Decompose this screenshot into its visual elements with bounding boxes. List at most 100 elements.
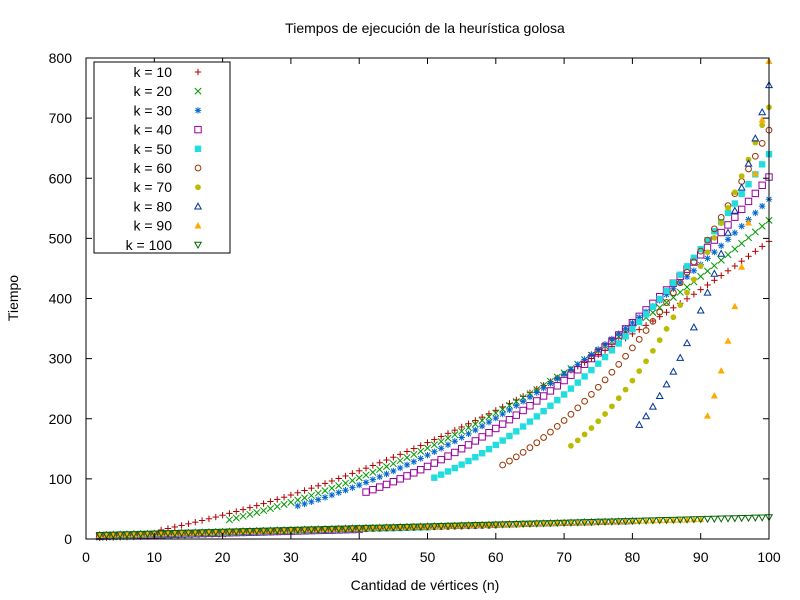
data-point: [102, 531, 111, 540]
data-point: [198, 517, 206, 524]
data-point: [608, 368, 616, 376]
data-point: [211, 528, 220, 537]
data-point: [560, 391, 568, 398]
data-point: [758, 222, 766, 230]
data-point: [506, 432, 513, 440]
data-point: [178, 522, 185, 529]
data-point: [519, 520, 528, 529]
data-point: [677, 279, 684, 287]
data-point: [758, 116, 766, 123]
data-point: [424, 451, 431, 459]
data-point: [512, 453, 520, 461]
data-point: [731, 245, 739, 253]
data-point: [690, 291, 698, 298]
data-point: [635, 420, 644, 428]
data-point: [198, 528, 206, 536]
series-100: [95, 514, 774, 540]
data-point: [464, 521, 472, 529]
data-point: [267, 498, 274, 505]
data-point: [710, 515, 719, 524]
data-point: [642, 517, 650, 524]
data-point: [546, 520, 555, 528]
data-point: [383, 523, 391, 531]
data-point: [696, 306, 705, 314]
data-point: [682, 516, 692, 524]
data-point: [567, 385, 575, 392]
data-point: [499, 437, 506, 444]
data-point: [628, 517, 636, 524]
data-point: [163, 530, 173, 538]
data-point: [451, 426, 459, 434]
data-point: [491, 521, 500, 529]
data-point: [492, 521, 500, 528]
data-point: [758, 181, 766, 189]
data-point: [751, 228, 759, 236]
data-point: [676, 288, 684, 296]
data-point: [198, 529, 207, 537]
data-point: [431, 448, 438, 455]
data-point: [314, 489, 322, 497]
data-point: [656, 516, 664, 524]
data-point: [717, 272, 725, 279]
data-point: [457, 522, 466, 530]
data-point: [396, 464, 404, 472]
x-tick-label: 70: [556, 549, 572, 565]
data-point: [663, 299, 670, 306]
data-point: [697, 272, 705, 280]
data-point: [752, 248, 759, 255]
data-point: [594, 518, 603, 527]
data-point: [663, 325, 670, 332]
data-point: [724, 267, 732, 275]
data-point: [423, 444, 432, 452]
legend-marker: [194, 164, 202, 172]
legend-label: k = 50: [133, 141, 172, 157]
data-point: [567, 410, 575, 418]
data-point: [301, 526, 309, 533]
data-point: [191, 529, 199, 536]
data-point: [628, 517, 637, 526]
data-point: [308, 498, 315, 505]
data-point: [683, 263, 691, 270]
data-point: [717, 242, 725, 249]
data-point: [273, 527, 282, 535]
data-point: [758, 202, 766, 210]
data-point: [532, 520, 541, 528]
data-point: [601, 343, 609, 351]
data-point: [458, 434, 465, 441]
data-point: [225, 528, 234, 536]
data-point: [526, 393, 534, 401]
data-point: [383, 456, 390, 464]
data-point: [737, 205, 746, 214]
data-point: [751, 152, 759, 160]
data-point: [629, 344, 636, 352]
data-point: [717, 515, 726, 523]
data-point: [498, 420, 507, 428]
data-point: [649, 303, 657, 310]
data-point: [410, 450, 418, 459]
data-point: [314, 525, 322, 533]
data-point: [738, 190, 745, 198]
data-point: [450, 522, 459, 530]
data-point: [663, 309, 670, 316]
data-point: [233, 508, 240, 515]
data-point: [690, 515, 698, 523]
data-point: [246, 527, 254, 535]
data-point: [192, 518, 199, 526]
data-point: [608, 518, 616, 525]
data-point: [130, 530, 138, 538]
data-point: [403, 461, 411, 469]
data-point: [204, 529, 213, 537]
data-point: [355, 474, 363, 482]
data-point: [608, 347, 616, 354]
x-axis-label: Cantidad de vértices (n): [351, 577, 500, 593]
data-point: [484, 521, 494, 529]
data-point: [526, 402, 534, 410]
data-point: [102, 531, 111, 538]
data-point: [655, 517, 664, 525]
y-tick-label: 600: [49, 170, 73, 186]
data-point: [431, 474, 438, 481]
data-point: [369, 524, 377, 531]
data-point: [581, 373, 588, 380]
data-point: [335, 482, 343, 490]
